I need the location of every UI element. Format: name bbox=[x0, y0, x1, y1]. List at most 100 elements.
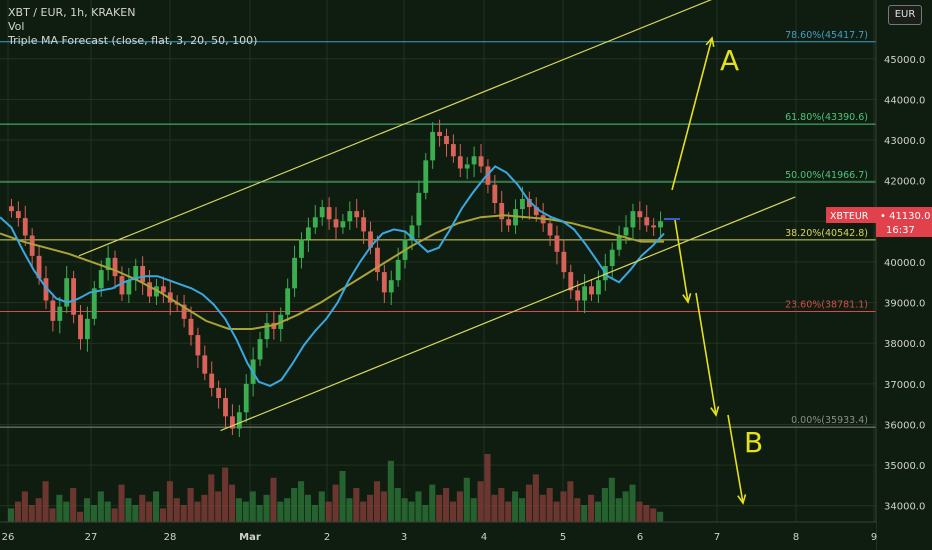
volume-legend[interactable]: Vol bbox=[8, 20, 25, 33]
volume-bar bbox=[70, 488, 77, 522]
candle-body bbox=[533, 207, 539, 216]
candle-body bbox=[333, 219, 339, 228]
forecast-arrows[interactable]: AB bbox=[664, 36, 763, 505]
volume-bar bbox=[581, 505, 588, 522]
trend-channel[interactable] bbox=[78, 0, 796, 432]
volume-bar bbox=[42, 481, 49, 522]
candle-body bbox=[575, 290, 581, 301]
volume-bar bbox=[201, 494, 208, 522]
currency-button[interactable]: EUR bbox=[888, 5, 922, 25]
candle-body bbox=[299, 239, 304, 258]
volume-bar bbox=[456, 491, 463, 522]
candle-body bbox=[464, 164, 470, 169]
candle-body bbox=[236, 412, 242, 429]
volume-bar bbox=[422, 505, 429, 522]
volume-bar bbox=[304, 494, 312, 522]
candle-body bbox=[637, 211, 643, 218]
arrow-b3-head bbox=[737, 494, 747, 505]
chart-legend: XBT / EUR, 1h, KRAKEN Vol Triple MA Fore… bbox=[8, 6, 257, 48]
volume-bar bbox=[180, 505, 187, 522]
price-tick-label: 40000.0 bbox=[884, 258, 925, 269]
candle-body bbox=[416, 192, 422, 226]
symbol-line[interactable]: XBT / EUR, 1h, KRAKEN bbox=[8, 6, 136, 19]
volume-bar bbox=[525, 484, 532, 522]
volume-bar bbox=[394, 488, 401, 522]
volume-bar bbox=[263, 494, 270, 522]
volume-bar bbox=[249, 491, 256, 522]
fib-label: 50.00%(41966.7) bbox=[785, 170, 868, 181]
volume-bar bbox=[284, 498, 291, 522]
fib-label: 0.00%(35933.4) bbox=[791, 415, 868, 426]
candle-body bbox=[395, 259, 401, 281]
candle-body bbox=[230, 416, 235, 429]
candle-body bbox=[223, 398, 228, 417]
volume-bar bbox=[505, 501, 512, 522]
price-tag-bg bbox=[876, 207, 932, 238]
symbol-tag-text: XBTEUR bbox=[830, 211, 869, 222]
candle-body bbox=[568, 272, 574, 291]
volume-bar bbox=[325, 501, 332, 522]
candle-body bbox=[658, 221, 663, 228]
candle-body bbox=[216, 387, 222, 399]
candle-body bbox=[98, 270, 104, 289]
volume-bar bbox=[8, 508, 15, 522]
arrow-b1-head bbox=[682, 293, 692, 304]
volume-bar bbox=[35, 498, 42, 522]
candle-body bbox=[43, 278, 49, 301]
volume-bar bbox=[615, 498, 622, 522]
candle-body bbox=[430, 131, 436, 161]
price-axis[interactable]: 34000.0 35000.0 36000.0 37000.0 38000.0 39000… bbox=[875, 0, 932, 550]
candle-body bbox=[457, 156, 463, 169]
price-tick-label: 38000.0 bbox=[884, 339, 925, 350]
channel-line-upper bbox=[78, 0, 712, 257]
candle-body bbox=[609, 249, 615, 266]
volume-bar bbox=[463, 477, 470, 522]
candle-body bbox=[347, 211, 353, 222]
volume-bar bbox=[90, 505, 97, 522]
volume-bar bbox=[477, 481, 484, 522]
candle-body bbox=[526, 198, 532, 208]
volume-bar bbox=[353, 488, 360, 522]
arrow-b2 bbox=[695, 292, 717, 416]
candle-body bbox=[29, 235, 35, 256]
candle-body bbox=[623, 227, 629, 236]
volume-bar bbox=[270, 477, 277, 522]
indicator-legend[interactable]: Triple MA Forecast (close, flat, 3, 20, … bbox=[8, 34, 258, 47]
volume-bar bbox=[560, 491, 567, 522]
price-axis-bg bbox=[876, 0, 932, 550]
volume-bar bbox=[194, 501, 201, 522]
annotation-a: A bbox=[720, 44, 739, 77]
fibonacci-levels[interactable]: 78.60%(45417.7) 61.80%(43390.6) 50.00%(419… bbox=[0, 30, 876, 428]
symbol-tag-bg bbox=[826, 207, 876, 224]
volume-bar bbox=[215, 491, 222, 522]
volume-bar bbox=[346, 498, 353, 522]
volume-bar bbox=[166, 481, 173, 522]
volume-bar bbox=[657, 511, 664, 522]
volume-bar bbox=[484, 454, 491, 522]
time-tick-label: 4 bbox=[481, 532, 487, 543]
volume-bar bbox=[360, 501, 367, 522]
volume-bar bbox=[104, 501, 111, 522]
volume-bar bbox=[622, 491, 629, 522]
volume-bar bbox=[132, 505, 139, 522]
candle-body bbox=[326, 207, 332, 220]
candle-body bbox=[112, 257, 118, 277]
candle-body bbox=[492, 184, 498, 204]
fib-label: 38.20%(40542.8) bbox=[785, 228, 868, 239]
volume-bar bbox=[429, 484, 436, 522]
volume-bar bbox=[28, 505, 35, 522]
volume-bar bbox=[567, 481, 574, 522]
candle-body bbox=[340, 221, 346, 228]
channel-line-lower bbox=[220, 196, 796, 432]
time-tick-label: 2 bbox=[324, 532, 330, 543]
candle-body bbox=[119, 276, 125, 295]
candle-body bbox=[195, 335, 201, 356]
volume-bar bbox=[159, 508, 167, 522]
candle-body bbox=[257, 339, 263, 360]
volume-bar bbox=[256, 505, 263, 522]
time-tick-label: 5 bbox=[560, 532, 566, 543]
time-axis[interactable]: 26 27 28 Mar 2 3 4 5 6 7 8 9 bbox=[0, 521, 877, 550]
candle-body bbox=[616, 235, 622, 250]
